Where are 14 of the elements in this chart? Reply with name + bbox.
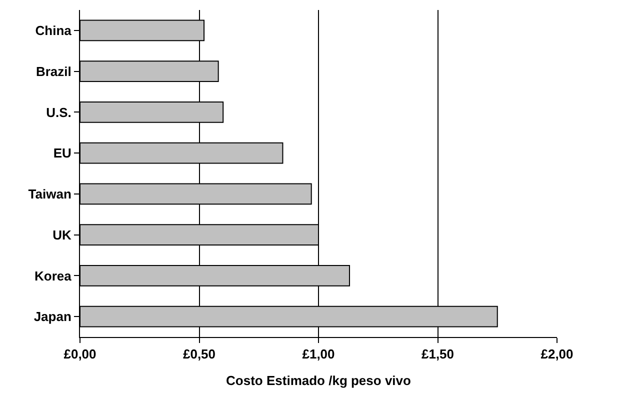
y-tick-label: Brazil [36,64,72,79]
x-tick-label: £2,00 [540,346,574,362]
x-tick-label: £1,00 [302,346,335,362]
y-tick-label: Korea [34,268,72,284]
y-tick-label: Japan [34,309,72,324]
y-tick-label: China [35,22,72,38]
x-axis-title: Costo Estimado /kg peso vivo [226,373,412,388]
y-tick-label: Taiwan [28,186,72,202]
x-tick-label: £0,50 [182,346,216,362]
y-tick-label: EU [53,146,72,161]
x-tick-label: £0,00 [64,346,96,362]
y-tick-label: U.S. [46,104,72,120]
y-tick-label: UK [52,227,72,242]
x-tick-label: £1,50 [421,346,454,362]
